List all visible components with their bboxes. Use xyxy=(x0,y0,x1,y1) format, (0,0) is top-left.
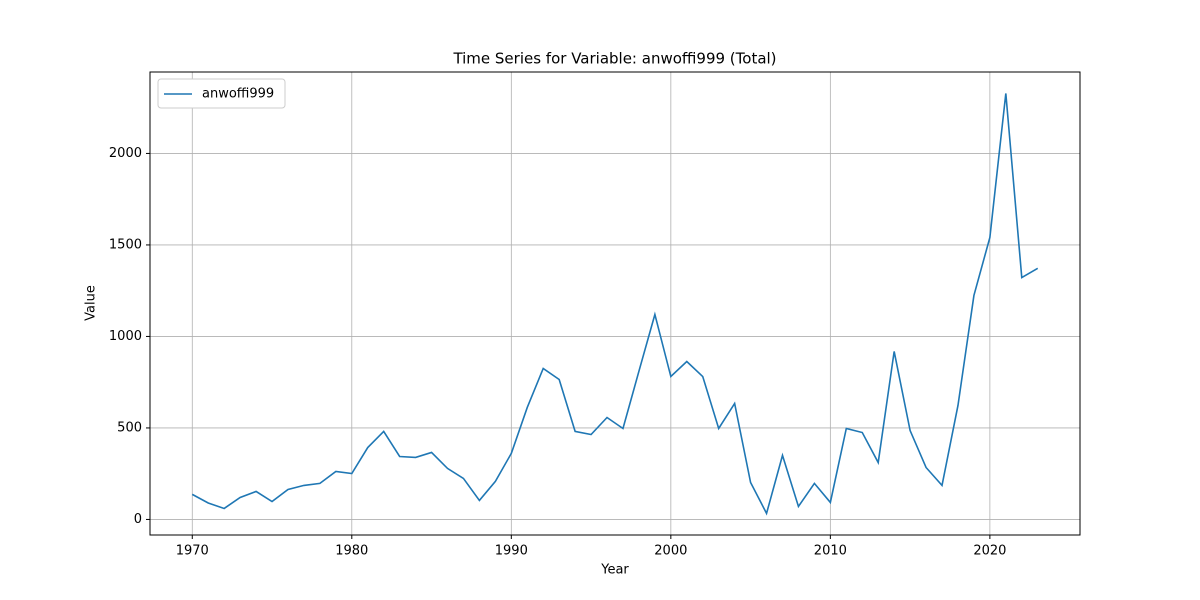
x-axis-label: Year xyxy=(600,563,629,578)
x-tick-label: 1970 xyxy=(176,544,209,559)
y-tick-label: 0 xyxy=(134,512,142,527)
plot-area xyxy=(191,93,1039,516)
axes-frame xyxy=(149,71,1081,536)
grid xyxy=(150,72,1080,535)
y-tick-label: 1500 xyxy=(109,237,142,252)
x-tick-label: 1980 xyxy=(335,544,368,559)
y-tick-label: 1000 xyxy=(109,329,142,344)
legend: anwoffi999 xyxy=(157,78,286,109)
y-tick-label: 2000 xyxy=(109,146,142,161)
x-tick-label: 2020 xyxy=(973,544,1006,559)
x-tick-label: 2010 xyxy=(814,544,847,559)
chart-title: Time Series for Variable: anwoffi999 (To… xyxy=(452,50,776,68)
legend-label: anwoffi999 xyxy=(202,87,274,102)
legend-box xyxy=(157,78,286,109)
x-tick-label: 1990 xyxy=(495,544,528,559)
y-tick-label: 500 xyxy=(117,420,142,435)
y-axis-label: Value xyxy=(84,285,99,321)
line-series xyxy=(191,93,1039,516)
x-tick-label: 2000 xyxy=(654,544,687,559)
